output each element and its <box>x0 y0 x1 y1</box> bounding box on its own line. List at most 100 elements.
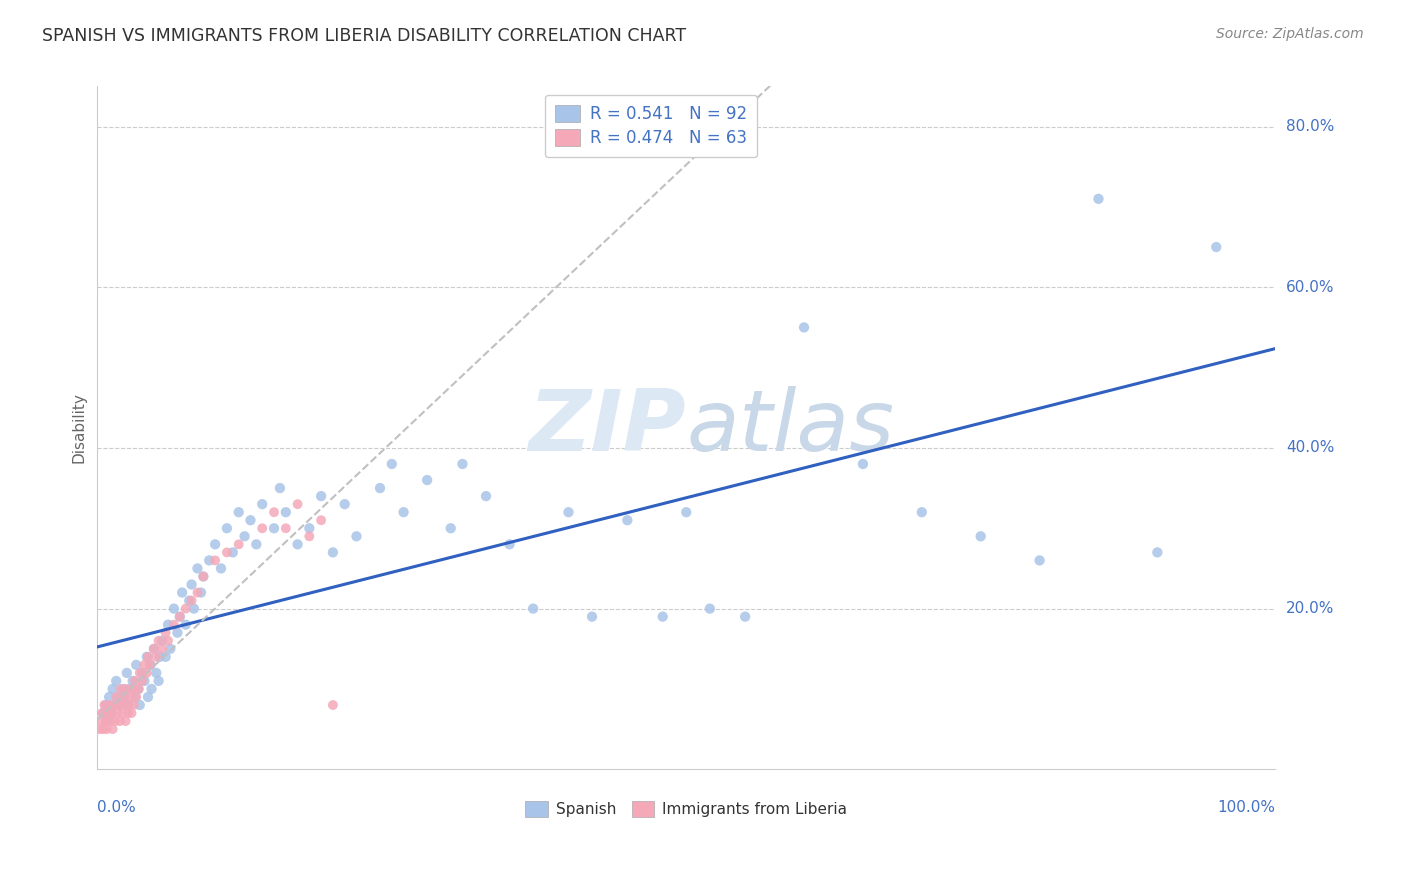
Point <box>155 649 177 664</box>
Point <box>157 617 180 632</box>
Point <box>117 706 139 720</box>
Point <box>475 489 498 503</box>
Point <box>1028 553 1050 567</box>
Point <box>228 505 250 519</box>
Point <box>128 681 150 696</box>
Point <box>163 617 186 632</box>
Point <box>150 641 173 656</box>
Point <box>149 649 172 664</box>
Text: SPANISH VS IMMIGRANTS FROM LIBERIA DISABILITY CORRELATION CHART: SPANISH VS IMMIGRANTS FROM LIBERIA DISAB… <box>42 27 686 45</box>
Point <box>90 714 112 728</box>
Point <box>190 585 212 599</box>
Point <box>204 553 226 567</box>
Point <box>100 706 122 720</box>
Point <box>131 673 153 688</box>
Point <box>228 537 250 551</box>
Point <box>274 521 297 535</box>
Point <box>699 601 721 615</box>
Point <box>112 698 135 712</box>
Point <box>186 585 208 599</box>
Point <box>135 665 157 680</box>
Point <box>198 553 221 567</box>
Point <box>125 657 148 672</box>
Point <box>134 673 156 688</box>
Point <box>252 497 274 511</box>
Point <box>142 641 165 656</box>
Point <box>675 505 697 519</box>
Point <box>148 633 170 648</box>
Point <box>145 665 167 680</box>
Point <box>333 497 356 511</box>
Point <box>322 698 344 712</box>
Point <box>416 473 439 487</box>
Point <box>98 690 121 704</box>
Text: 80.0%: 80.0% <box>1286 119 1334 134</box>
Point <box>381 457 404 471</box>
Point <box>179 593 201 607</box>
Point <box>651 609 673 624</box>
Point <box>142 641 165 656</box>
Point <box>193 569 215 583</box>
Point <box>98 698 121 712</box>
Point <box>117 698 139 712</box>
Point <box>616 513 638 527</box>
Point <box>91 706 114 720</box>
Point <box>105 673 128 688</box>
Point <box>101 681 124 696</box>
Point <box>121 673 143 688</box>
Point <box>222 545 245 559</box>
Point <box>114 690 136 704</box>
Point <box>112 681 135 696</box>
Point <box>209 561 232 575</box>
Text: 40.0%: 40.0% <box>1286 441 1334 456</box>
Point <box>215 521 238 535</box>
Point <box>298 521 321 535</box>
Point <box>139 657 162 672</box>
Point <box>169 609 191 624</box>
Point <box>107 690 129 704</box>
Point <box>101 722 124 736</box>
Point <box>103 698 125 712</box>
Point <box>263 521 285 535</box>
Point <box>107 698 129 712</box>
Point <box>159 641 181 656</box>
Point <box>440 521 463 535</box>
Point <box>145 649 167 664</box>
Point <box>148 673 170 688</box>
Point <box>89 722 111 736</box>
Point <box>215 545 238 559</box>
Point <box>163 601 186 615</box>
Point <box>174 617 197 632</box>
Point <box>557 505 579 519</box>
Point <box>93 698 115 712</box>
Point <box>98 714 121 728</box>
Point <box>131 665 153 680</box>
Point <box>498 537 520 551</box>
Point <box>150 633 173 648</box>
Point <box>322 545 344 559</box>
Point <box>111 706 134 720</box>
Point <box>114 714 136 728</box>
Point <box>204 537 226 551</box>
Point <box>128 698 150 712</box>
Point <box>136 690 159 704</box>
Point <box>118 698 141 712</box>
Point <box>166 625 188 640</box>
Point <box>522 601 544 615</box>
Point <box>139 657 162 672</box>
Point <box>94 698 117 712</box>
Point <box>911 505 934 519</box>
Point <box>245 537 267 551</box>
Y-axis label: Disability: Disability <box>72 392 86 463</box>
Point <box>104 714 127 728</box>
Point <box>183 601 205 615</box>
Point <box>1087 192 1109 206</box>
Point <box>141 681 163 696</box>
Point <box>734 609 756 624</box>
Point <box>263 505 285 519</box>
Point <box>100 706 122 720</box>
Point <box>91 706 114 720</box>
Point <box>1146 545 1168 559</box>
Point <box>298 529 321 543</box>
Point <box>124 690 146 704</box>
